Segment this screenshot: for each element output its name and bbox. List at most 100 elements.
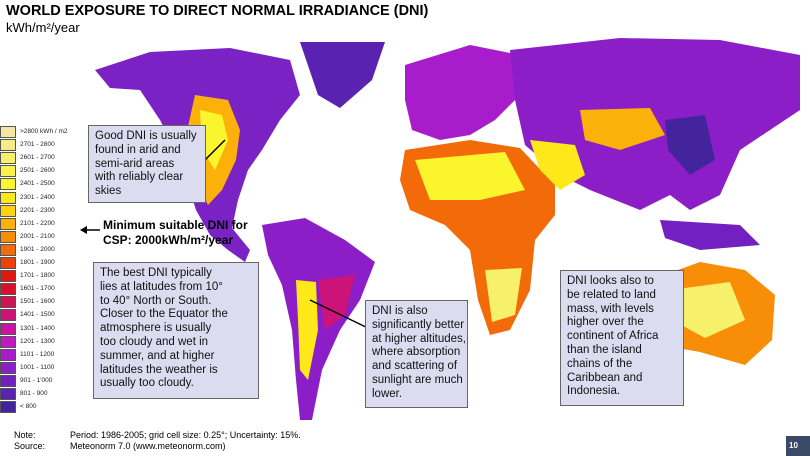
legend-label: 2601 - 2700 xyxy=(20,154,55,162)
legend-swatch xyxy=(0,335,16,348)
note-line: atmosphere is usually xyxy=(100,322,212,335)
australia-core xyxy=(670,282,745,338)
legend-label: < 800 xyxy=(20,403,37,411)
legend-swatch xyxy=(0,348,16,361)
subtitle: kWh/m²/year xyxy=(6,20,80,35)
note-line: Caribbean and xyxy=(567,371,643,384)
tibet xyxy=(580,108,665,150)
note-line: semi-arid areas xyxy=(95,157,175,170)
note: Period: 1986-2005; grid cell size: 0.25°… xyxy=(70,430,301,440)
legend-swatch xyxy=(0,204,16,217)
note-line: DNI is also xyxy=(372,305,428,317)
indonesia xyxy=(660,220,760,250)
note-line: DNI looks also to xyxy=(567,275,654,287)
note-box: The best DNI typically lies at latitudes … xyxy=(93,262,259,399)
note-box: DNI is also significantly better at higher… xyxy=(365,300,468,408)
note-line: significantly better xyxy=(372,318,465,331)
legend-swatch xyxy=(0,191,16,204)
legend: >2800 kWh / m2 2701 - 2800 2601 - 2700 2501… xyxy=(0,126,92,416)
callout: Minimum suitable DNI for CSP: 2000kWh/m²/… xyxy=(103,218,248,248)
legend-swatch xyxy=(0,401,16,414)
legend-swatch xyxy=(0,361,16,374)
legend-swatch xyxy=(0,283,16,296)
legend-swatch xyxy=(0,270,16,283)
legend-swatch xyxy=(0,243,16,256)
callout-line: CSP: 2000kWh/m²/year xyxy=(103,233,234,247)
legend-swatch xyxy=(0,217,16,230)
brazil xyxy=(318,275,355,330)
china xyxy=(665,115,715,175)
legend-swatch xyxy=(0,178,16,191)
legend-swatch xyxy=(0,296,16,309)
page-number: 10 xyxy=(789,441,798,450)
note-line: with reliably clear xyxy=(95,171,184,184)
legend-label: 2501 - 2600 xyxy=(20,167,55,175)
note-line: Good DNI is usually xyxy=(95,130,197,142)
south-america xyxy=(262,218,375,420)
legend-swatch xyxy=(0,257,16,269)
note-line: and scattering of xyxy=(372,360,458,373)
note-line: The best DNI typically xyxy=(100,267,212,279)
legend-label: 1001 - 1100 xyxy=(20,363,55,371)
legend-swatch xyxy=(0,388,16,400)
note-line: mass, with levels xyxy=(567,302,654,315)
legend-swatch xyxy=(0,165,16,178)
note-line: to 40° North or South. xyxy=(100,294,212,307)
note-line: skies xyxy=(95,185,122,198)
note-line: sunlight are much xyxy=(372,373,463,386)
sahara xyxy=(415,152,525,200)
europe xyxy=(405,45,520,140)
legend-label: 1601 - 1700 xyxy=(20,285,55,293)
legend-label: 2701 - 2800 xyxy=(20,141,55,149)
legend-label: 2301 - 2400 xyxy=(20,193,55,201)
note-line: than the island xyxy=(567,343,642,356)
greenland xyxy=(300,42,385,108)
legend-label: 1701 - 1800 xyxy=(20,272,55,280)
pointer xyxy=(309,299,373,331)
andes xyxy=(296,280,318,380)
note-label: Note: xyxy=(14,430,36,440)
legend-swatch xyxy=(0,322,16,335)
callout-line: Minimum suitable DNI for xyxy=(103,218,248,232)
legend-label: 1101 - 1200 xyxy=(20,350,55,358)
note-line: continent of Africa xyxy=(567,330,659,343)
note-line: found in arid and xyxy=(95,143,181,156)
note-line: lower. xyxy=(372,387,403,400)
legend-label: 1401 - 1500 xyxy=(20,311,55,319)
legend-label: 1801 - 1900 xyxy=(20,259,55,266)
legend-swatch xyxy=(0,139,16,152)
legend-label: 1301 - 1400 xyxy=(20,324,55,332)
note-line: Closer to the Equator the xyxy=(100,308,228,321)
note-line: where absorption xyxy=(372,346,461,359)
middle-east xyxy=(530,140,585,190)
sw-core xyxy=(200,110,228,170)
legend-swatch xyxy=(0,152,16,165)
legend-label: 2201 - 2300 xyxy=(20,206,55,214)
legend-label: 1901 - 2000 xyxy=(20,245,55,253)
legend-label: >2800 kWh / m2 xyxy=(20,128,68,135)
note-box: DNI looks also to be related to land mass,… xyxy=(560,270,684,406)
legend-label: 801 - 900 xyxy=(20,390,48,397)
pointer xyxy=(204,139,226,161)
legend-label: 1201 - 1300 xyxy=(20,337,55,345)
note-line: usually too cloudy. xyxy=(100,377,194,390)
legend-swatch xyxy=(0,126,16,138)
note-line: at higher altitudes, xyxy=(372,332,466,345)
legend-swatch xyxy=(0,309,16,322)
note-line: lies at latitudes from 10° xyxy=(100,280,223,293)
note-line: too cloudy and wet in xyxy=(100,335,209,348)
note-line: Indonesia. xyxy=(567,385,621,398)
legend-label: 2101 - 2200 xyxy=(20,219,55,227)
page-number-bg xyxy=(786,436,810,456)
legend-swatch xyxy=(0,230,16,243)
legend-label: 901 - 1'000 xyxy=(20,376,53,384)
source-label: Source: xyxy=(14,441,46,451)
note-line: higher over the xyxy=(567,316,644,329)
note-box: Good DNI is usually found in arid and semi… xyxy=(88,125,206,203)
note-line: chains of the xyxy=(567,357,633,370)
legend-label: 2001 - 2100 xyxy=(20,232,55,240)
source: Meteonorm 7.0 (www.meteonorm.com) xyxy=(70,441,226,451)
southern-africa xyxy=(485,268,522,322)
